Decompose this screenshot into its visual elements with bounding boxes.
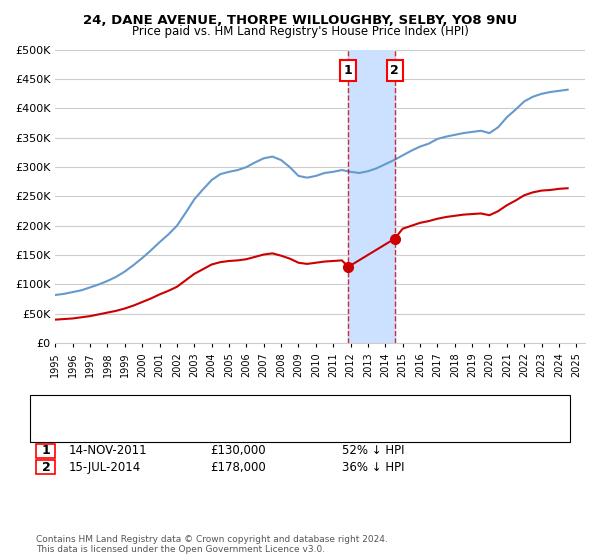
Text: 24, DANE AVENUE, THORPE WILLOUGHBY, SELBY, YO8 9NU: 24, DANE AVENUE, THORPE WILLOUGHBY, SELB… xyxy=(83,14,517,27)
Text: Price paid vs. HM Land Registry's House Price Index (HPI): Price paid vs. HM Land Registry's House … xyxy=(131,25,469,38)
Text: Contains HM Land Registry data © Crown copyright and database right 2024.
This d: Contains HM Land Registry data © Crown c… xyxy=(36,535,388,554)
Bar xyxy=(349,50,395,343)
Text: £178,000: £178,000 xyxy=(210,461,266,474)
Text: 15-JUL-2014: 15-JUL-2014 xyxy=(69,461,141,474)
Text: £130,000: £130,000 xyxy=(210,444,266,458)
Text: 2: 2 xyxy=(391,64,399,77)
Text: 14-NOV-2011: 14-NOV-2011 xyxy=(69,444,148,458)
Text: 1: 1 xyxy=(42,444,50,458)
Text: ——: —— xyxy=(60,393,91,408)
Text: ——: —— xyxy=(60,414,91,429)
Text: 24, DANE AVENUE, THORPE WILLOUGHBY, SELBY, YO8 9NU (detached house): 24, DANE AVENUE, THORPE WILLOUGHBY, SELB… xyxy=(99,395,499,405)
Text: HPI: Average price, detached house, North Yorkshire: HPI: Average price, detached house, Nort… xyxy=(99,417,372,427)
Text: 2: 2 xyxy=(42,461,50,474)
Text: 1: 1 xyxy=(344,64,353,77)
Text: 52% ↓ HPI: 52% ↓ HPI xyxy=(342,444,404,458)
Text: 36% ↓ HPI: 36% ↓ HPI xyxy=(342,461,404,474)
